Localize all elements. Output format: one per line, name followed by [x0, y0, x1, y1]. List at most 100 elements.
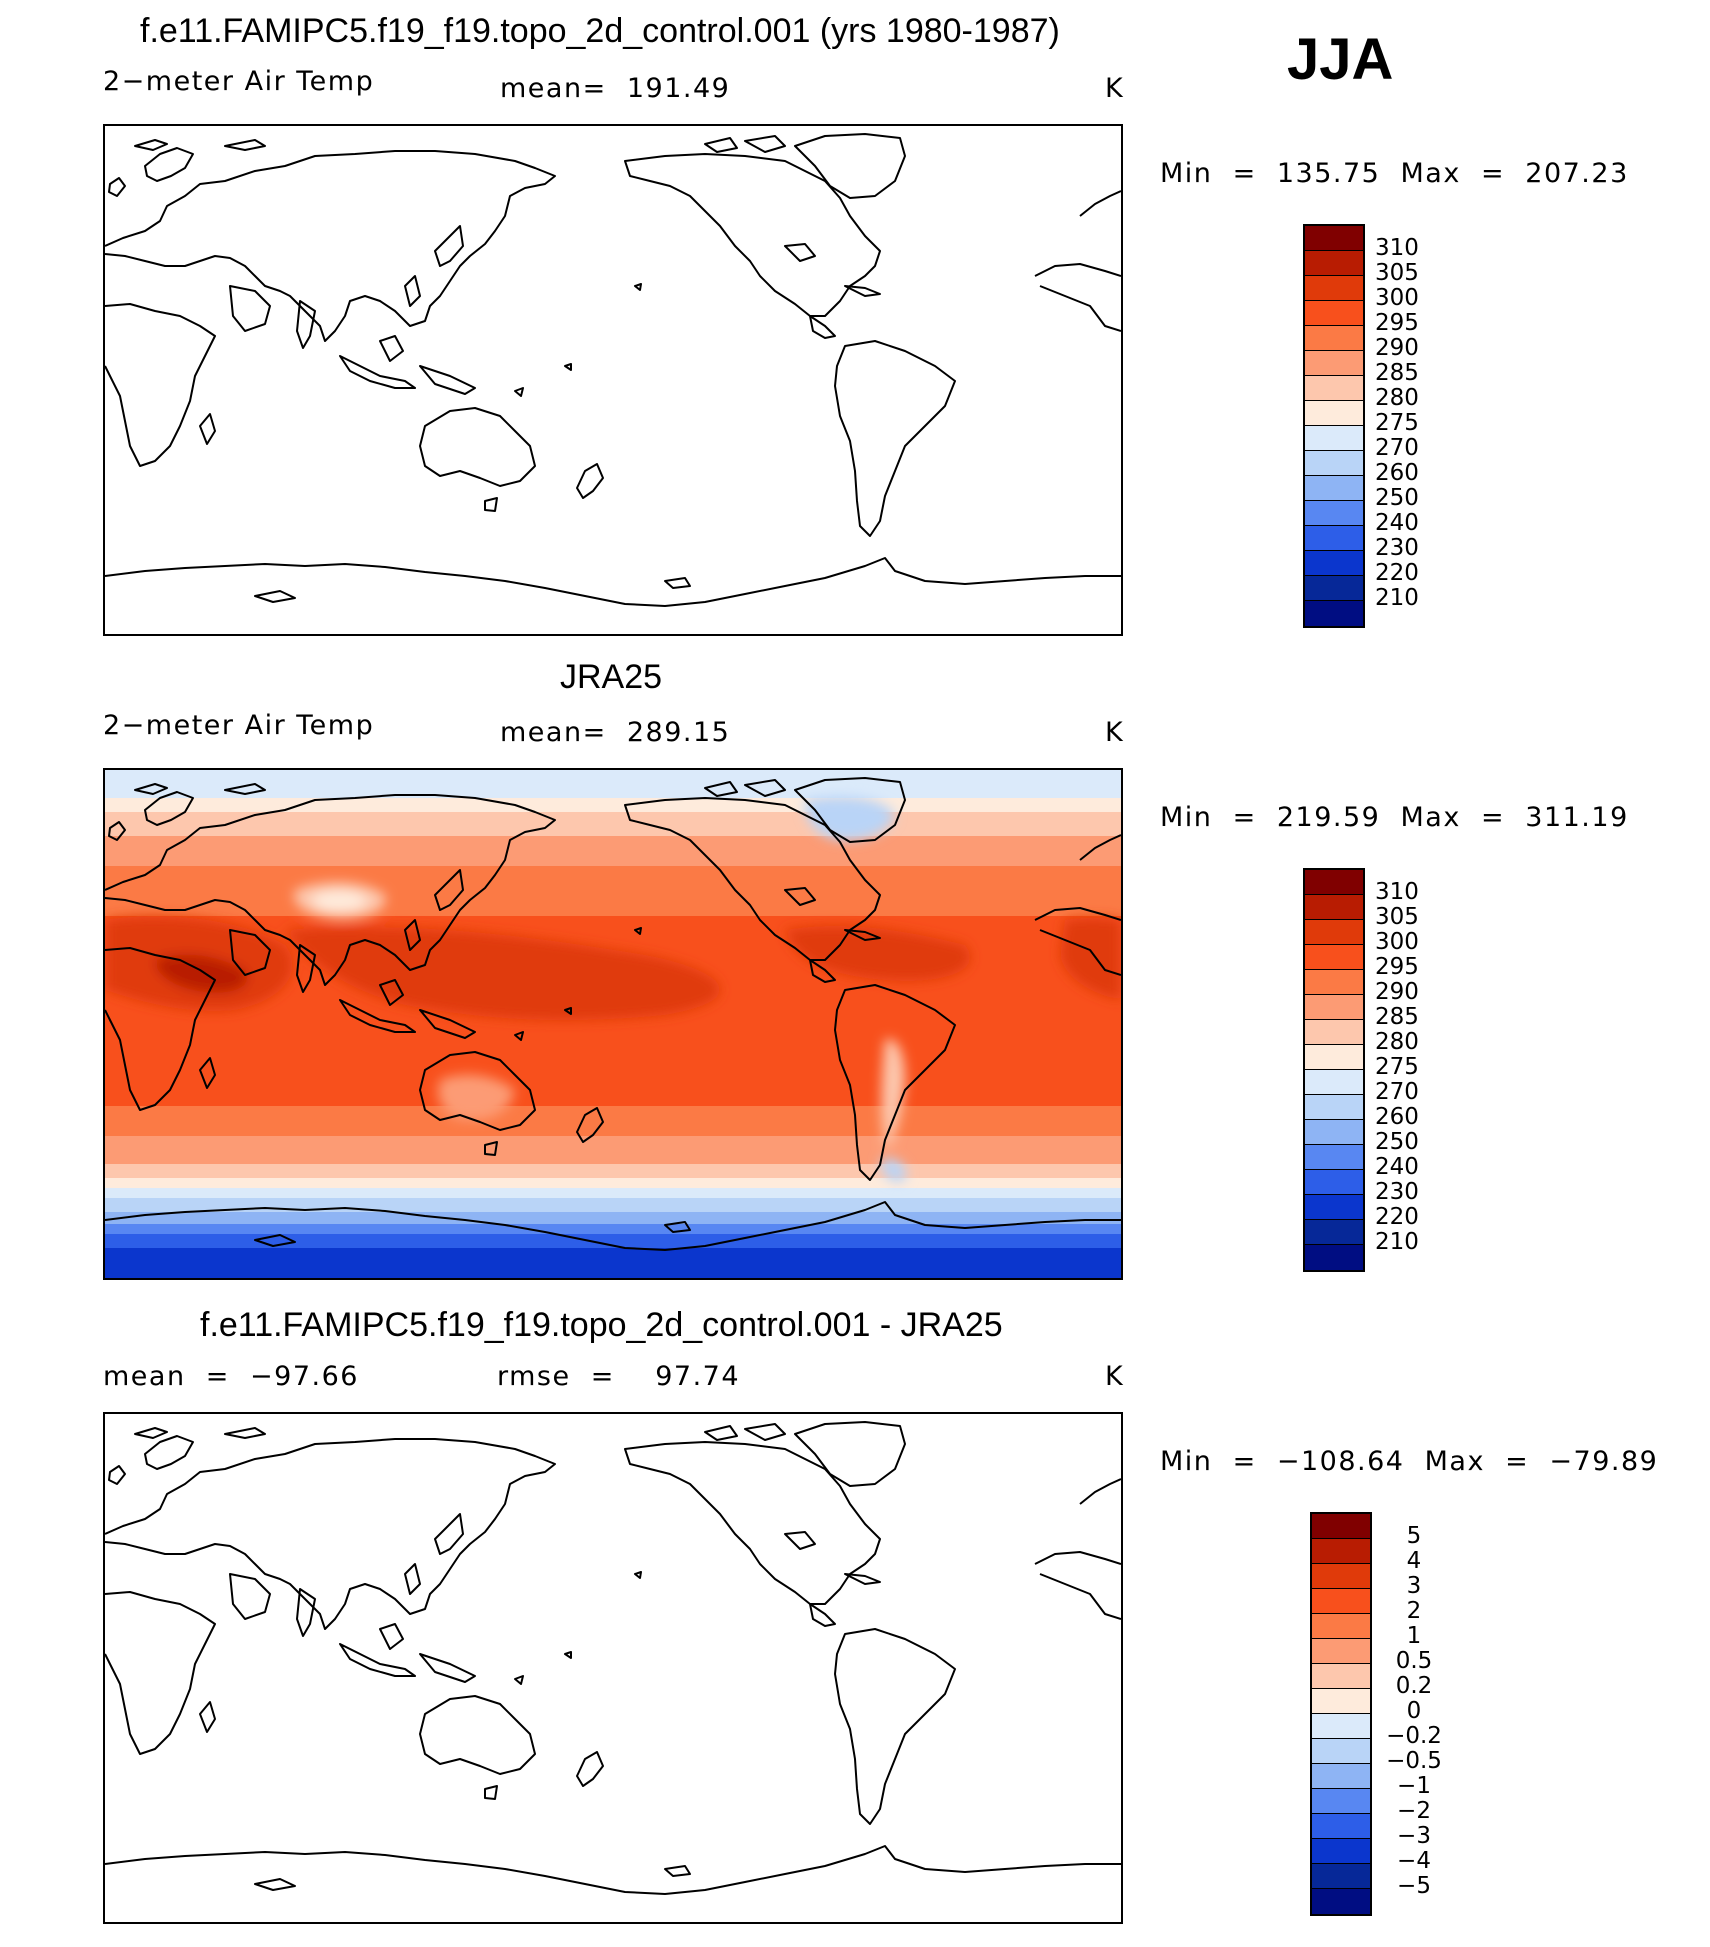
panel-2-colorbar-swatch — [1305, 1045, 1363, 1070]
panel-3-colorbar-label: −0.5 — [1378, 1748, 1450, 1774]
panel-3-colorbar-swatch — [1312, 1814, 1370, 1839]
panel-1-colorbar-swatch — [1305, 526, 1363, 551]
panel-1-colorbar-label: 230 — [1375, 535, 1419, 561]
panel-1-colorbar-label: 275 — [1375, 410, 1419, 436]
panel-2-colorbar-label: 240 — [1375, 1154, 1419, 1180]
panel-1-colorbar-label: 210 — [1375, 585, 1419, 611]
panel-2-colorbar-label: 210 — [1375, 1229, 1419, 1255]
panel-3-colorbar-label: 4 — [1378, 1548, 1450, 1574]
season-title: JJA — [1287, 26, 1393, 93]
panel-2-colorbar-label: 285 — [1375, 1004, 1419, 1030]
panel-2-colorbar-swatch — [1305, 995, 1363, 1020]
panel-1-colorbar-label: 290 — [1375, 335, 1419, 361]
panel-3-map — [103, 1412, 1123, 1924]
panel-3-colorbar-label: 2 — [1378, 1598, 1450, 1624]
panel-3-units-label: K — [1105, 1361, 1124, 1392]
panel-3-colorbar-label: −3 — [1378, 1823, 1450, 1849]
panel-1-colorbar-swatch — [1305, 326, 1363, 351]
panel-2-title: JRA25 — [560, 658, 662, 697]
panel-2-colorbar-swatch — [1305, 895, 1363, 920]
panel-1-colorbar-label: 260 — [1375, 460, 1419, 486]
panel-2-colorbar-label: 305 — [1375, 904, 1419, 930]
panel-1-units-label: K — [1105, 73, 1124, 104]
panel-1-colorbar-swatch — [1305, 251, 1363, 276]
panel-2-colorbar-swatch — [1305, 1170, 1363, 1195]
panel-1-variable-label: 2−meter Air Temp — [103, 66, 374, 97]
panel-2-colorbar-label: 280 — [1375, 1029, 1419, 1055]
panel-1-colorbar-label: 270 — [1375, 435, 1419, 461]
panel-2-temperature-field — [105, 770, 1121, 1278]
panel-3-colorbar-swatch — [1312, 1639, 1370, 1664]
panel-3-minmax: Min = −108.64 Max = −79.89 — [1160, 1446, 1658, 1477]
panel-1-colorbar-label: 300 — [1375, 285, 1419, 311]
panel-3-colorbar-label: 0.5 — [1378, 1648, 1450, 1674]
panel-2-colorbar-swatch — [1305, 1195, 1363, 1220]
panel-1-map — [103, 124, 1123, 636]
panel-2-colorbar — [1303, 868, 1365, 1272]
panel-3-colorbar-swatch — [1312, 1764, 1370, 1789]
panel-2-colorbar-label: 310 — [1375, 879, 1419, 905]
panel-3-colorbar-swatch — [1312, 1889, 1370, 1914]
panel-3-colorbar-swatch — [1312, 1564, 1370, 1589]
panel-2-colorbar-swatch — [1305, 1220, 1363, 1245]
panel-1-colorbar-swatch — [1305, 301, 1363, 326]
panel-2-map — [103, 768, 1123, 1280]
panel-2-colorbar-swatch — [1305, 1245, 1363, 1270]
panel-2-colorbar-swatch — [1305, 920, 1363, 945]
panel-2-minmax: Min = 219.59 Max = 311.19 — [1160, 802, 1629, 833]
panel-2-colorbar-swatch — [1305, 1095, 1363, 1120]
panel-3-colorbar-swatch — [1312, 1589, 1370, 1614]
panel-3-mean-label: mean = −97.66 — [103, 1361, 359, 1392]
panel-1-colorbar-label: 305 — [1375, 260, 1419, 286]
panel-1-colorbar-label: 280 — [1375, 385, 1419, 411]
panel-3-rmse-label: rmse = 97.74 — [497, 1361, 740, 1392]
panel-3-colorbar-swatch — [1312, 1614, 1370, 1639]
panel-2-colorbar-swatch — [1305, 970, 1363, 995]
panel-1-colorbar-swatch — [1305, 351, 1363, 376]
panel-1-title: f.e11.FAMIPC5.f19_f19.topo_2d_control.00… — [140, 12, 1060, 51]
panel-3-colorbar-swatch — [1312, 1514, 1370, 1539]
panel-1-colorbar — [1303, 224, 1365, 628]
panel-3-colorbar-swatch — [1312, 1689, 1370, 1714]
panel-3-title: f.e11.FAMIPC5.f19_f19.topo_2d_control.00… — [200, 1306, 1003, 1345]
panel-3-colorbar-label: −0.2 — [1378, 1723, 1450, 1749]
panel-3-colorbar-label: −2 — [1378, 1798, 1450, 1824]
panel-1-coastlines — [105, 126, 1121, 634]
panel-1-mean-label: mean= 191.49 — [500, 73, 730, 104]
panel-2-colorbar-swatch — [1305, 1020, 1363, 1045]
panel-1-colorbar-label: 295 — [1375, 310, 1419, 336]
panel-2-mean-label: mean= 289.15 — [500, 717, 730, 748]
panel-3-colorbar-label: −5 — [1378, 1873, 1450, 1899]
panel-1-colorbar-swatch — [1305, 576, 1363, 601]
panel-3-colorbar-label: 5 — [1378, 1523, 1450, 1549]
panel-3-colorbar — [1310, 1512, 1372, 1916]
panel-3-colorbar-swatch — [1312, 1789, 1370, 1814]
panel-3-colorbar-swatch — [1312, 1839, 1370, 1864]
panel-2-colorbar-swatch — [1305, 945, 1363, 970]
panel-1-colorbar-swatch — [1305, 476, 1363, 501]
panel-2-colorbar-label: 220 — [1375, 1204, 1419, 1230]
panel-2-colorbar-swatch — [1305, 1145, 1363, 1170]
panel-3-colorbar-swatch — [1312, 1714, 1370, 1739]
panel-1-colorbar-swatch — [1305, 551, 1363, 576]
panel-3-colorbar-swatch — [1312, 1539, 1370, 1564]
panel-2-colorbar-swatch — [1305, 1070, 1363, 1095]
panel-2-colorbar-label: 275 — [1375, 1054, 1419, 1080]
panel-1-colorbar-swatch — [1305, 401, 1363, 426]
panel-2-colorbar-label: 300 — [1375, 929, 1419, 955]
panel-1-minmax: Min = 135.75 Max = 207.23 — [1160, 158, 1629, 189]
panel-1-colorbar-label: 285 — [1375, 360, 1419, 386]
panel-3-colorbar-swatch — [1312, 1739, 1370, 1764]
panel-3-colorbar-swatch — [1312, 1864, 1370, 1889]
panel-3-colorbar-label: 3 — [1378, 1573, 1450, 1599]
panel-2-colorbar-label: 250 — [1375, 1129, 1419, 1155]
panel-1-colorbar-swatch — [1305, 501, 1363, 526]
panel-2-colorbar-label: 270 — [1375, 1079, 1419, 1105]
panel-2-variable-label: 2−meter Air Temp — [103, 710, 374, 741]
panel-2-colorbar-swatch — [1305, 870, 1363, 895]
panel-1-colorbar-swatch — [1305, 601, 1363, 626]
panel-3-colorbar-label: −1 — [1378, 1773, 1450, 1799]
panel-2-colorbar-label: 290 — [1375, 979, 1419, 1005]
panel-1-colorbar-label: 250 — [1375, 485, 1419, 511]
panel-1-colorbar-swatch — [1305, 426, 1363, 451]
